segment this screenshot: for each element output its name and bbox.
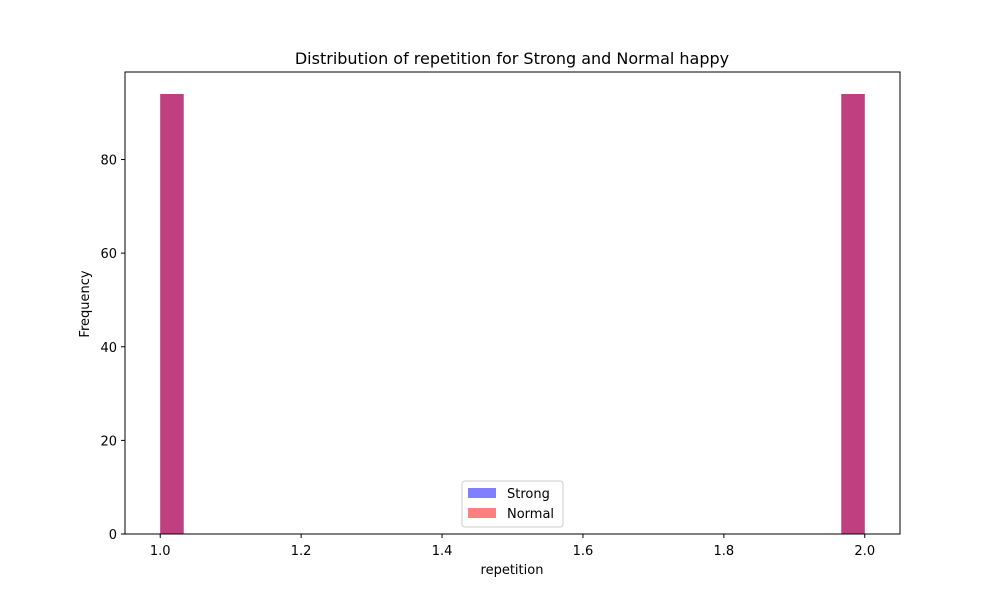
y-axis-ticks: 0 20 40 60 80: [100, 154, 125, 543]
y-tick-label: 60: [100, 247, 117, 262]
x-tick-label: 2.0: [854, 544, 875, 559]
y-tick-label: 40: [100, 341, 117, 356]
y-tick-label: 20: [100, 434, 117, 449]
bars-layer: [160, 94, 865, 534]
x-axis-label: repetition: [481, 563, 544, 578]
x-tick-label: 1.6: [573, 544, 594, 559]
chart-title: Distribution of repetition for Strong an…: [295, 49, 729, 68]
legend-label-normal: Normal: [507, 507, 554, 522]
legend-swatch-normal: [468, 508, 496, 518]
x-tick-label: 1.2: [291, 544, 312, 559]
bar-normal-1: [841, 94, 865, 534]
x-tick-label: 1.8: [714, 544, 735, 559]
x-tick-label: 1.4: [432, 544, 453, 559]
x-tick-label: 1.0: [150, 544, 171, 559]
x-axis-ticks: 1.0 1.2 1.4 1.6 1.8 2.0: [150, 534, 875, 559]
y-tick-label: 80: [100, 154, 117, 169]
bar-normal-0: [160, 94, 184, 534]
plot-area-frame: [124, 71, 901, 535]
legend: Strong Normal: [461, 480, 564, 528]
y-tick-label: 0: [109, 528, 117, 543]
legend-label-strong: Strong: [507, 487, 550, 502]
y-axis-label: Frequency: [78, 270, 93, 337]
legend-swatch-strong: [468, 488, 496, 498]
